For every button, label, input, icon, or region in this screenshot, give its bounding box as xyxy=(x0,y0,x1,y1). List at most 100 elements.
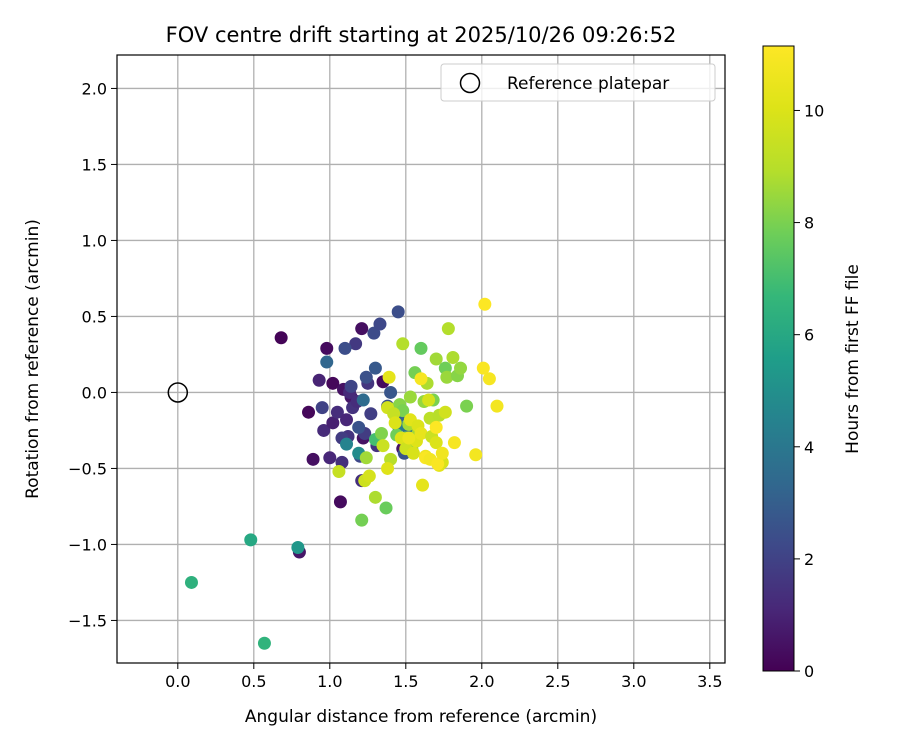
data-point xyxy=(454,361,468,375)
data-point xyxy=(359,451,373,465)
data-point xyxy=(388,416,402,430)
data-point xyxy=(320,355,334,369)
data-point xyxy=(379,501,393,515)
data-point xyxy=(317,423,331,437)
data-point xyxy=(349,337,363,351)
data-point xyxy=(344,379,358,393)
x-tick-label: 1.0 xyxy=(317,672,342,691)
legend: Reference platepar xyxy=(440,63,716,102)
data-point xyxy=(460,399,474,413)
colorbar-label: Hours from first FF file xyxy=(843,264,863,454)
legend-entry-reference: Reference platepar xyxy=(507,74,669,94)
data-point xyxy=(414,372,428,386)
data-point xyxy=(244,533,258,547)
x-axis-label: Angular distance from reference (arcmin) xyxy=(245,707,597,727)
data-point xyxy=(435,446,449,460)
data-point xyxy=(362,469,376,483)
data-point xyxy=(403,390,417,404)
data-point xyxy=(376,439,390,453)
data-point xyxy=(368,490,382,504)
data-point xyxy=(431,457,445,471)
data-point xyxy=(396,337,410,351)
reference-marker xyxy=(167,382,189,403)
data-point xyxy=(330,405,344,419)
data-point xyxy=(441,322,455,336)
data-point xyxy=(274,331,288,345)
y-axis-label: Rotation from reference (arcmin) xyxy=(23,219,43,499)
grid-lines xyxy=(117,55,725,663)
data-point xyxy=(381,461,395,475)
data-point xyxy=(333,495,347,509)
data-point xyxy=(440,370,454,384)
x-tick-label: 1.5 xyxy=(393,672,418,691)
data-point xyxy=(429,436,443,450)
data-point xyxy=(306,452,320,466)
reference-point xyxy=(167,382,189,403)
data-point xyxy=(326,376,340,390)
data-point xyxy=(476,361,490,375)
data-point xyxy=(478,297,492,311)
colorbar-ticks: 0 2 4 6 8 10 xyxy=(794,101,824,681)
colorbar-tick-label: 6 xyxy=(804,326,814,345)
data-point xyxy=(482,372,496,386)
data-point xyxy=(414,341,428,355)
data-point xyxy=(422,393,436,407)
colorbar-gradient xyxy=(762,45,795,672)
data-point xyxy=(257,636,271,650)
x-tick-label: 0.0 xyxy=(165,672,190,691)
plot-frame xyxy=(116,54,726,664)
data-point xyxy=(367,326,381,340)
data-point xyxy=(323,451,337,465)
data-point xyxy=(391,305,405,319)
y-tick-label: −0.5 xyxy=(68,459,107,478)
data-point xyxy=(326,416,340,430)
data-point xyxy=(438,405,452,419)
data-point xyxy=(302,405,316,419)
data-point xyxy=(429,420,443,434)
data-point xyxy=(406,446,420,460)
data-point xyxy=(490,399,504,413)
data-point xyxy=(184,575,198,589)
y-tick-label: 1.5 xyxy=(82,155,107,174)
data-point xyxy=(355,513,369,527)
data-point xyxy=(384,385,398,399)
colorbar: 0 2 4 6 8 10 Hours from first FF file xyxy=(762,45,863,681)
data-point xyxy=(429,352,443,366)
data-points xyxy=(184,297,504,650)
data-point xyxy=(414,426,428,440)
data-point xyxy=(340,413,354,427)
data-point xyxy=(352,420,366,434)
colorbar-tick-label: 2 xyxy=(804,550,814,569)
data-point xyxy=(368,361,382,375)
data-point xyxy=(373,317,387,331)
x-tick-label: 2.0 xyxy=(469,672,494,691)
colorbar-tick-label: 10 xyxy=(804,101,824,120)
data-point xyxy=(447,436,461,450)
data-point xyxy=(359,370,373,384)
colorbar-tick-label: 4 xyxy=(804,438,814,457)
y-tick-label: 2.0 xyxy=(82,79,107,98)
data-point xyxy=(338,341,352,355)
data-point xyxy=(364,407,378,421)
data-point xyxy=(416,478,430,492)
data-point xyxy=(315,401,329,415)
data-point xyxy=(340,437,354,451)
y-tick-label: −1.5 xyxy=(68,611,107,630)
colorbar-tick-label: 0 xyxy=(804,662,814,681)
data-point xyxy=(291,540,305,554)
x-tick-label: 0.5 xyxy=(241,672,266,691)
data-point xyxy=(469,448,483,462)
data-point xyxy=(374,426,388,440)
data-point xyxy=(402,431,416,445)
x-axis-ticks: 0.0 0.5 1.0 1.5 2.0 2.5 3.0 3.5 xyxy=(165,663,723,691)
data-point xyxy=(312,373,326,387)
data-point xyxy=(446,350,460,364)
y-tick-label: 0.5 xyxy=(82,307,107,326)
legend-marker xyxy=(459,72,481,94)
y-tick-label: 0.0 xyxy=(82,383,107,402)
x-tick-label: 3.5 xyxy=(697,672,722,691)
data-point xyxy=(332,464,346,478)
data-point xyxy=(355,322,369,336)
y-axis-ticks: −1.5 −1.0 −0.5 0.0 0.5 1.0 1.5 2.0 xyxy=(68,79,117,630)
